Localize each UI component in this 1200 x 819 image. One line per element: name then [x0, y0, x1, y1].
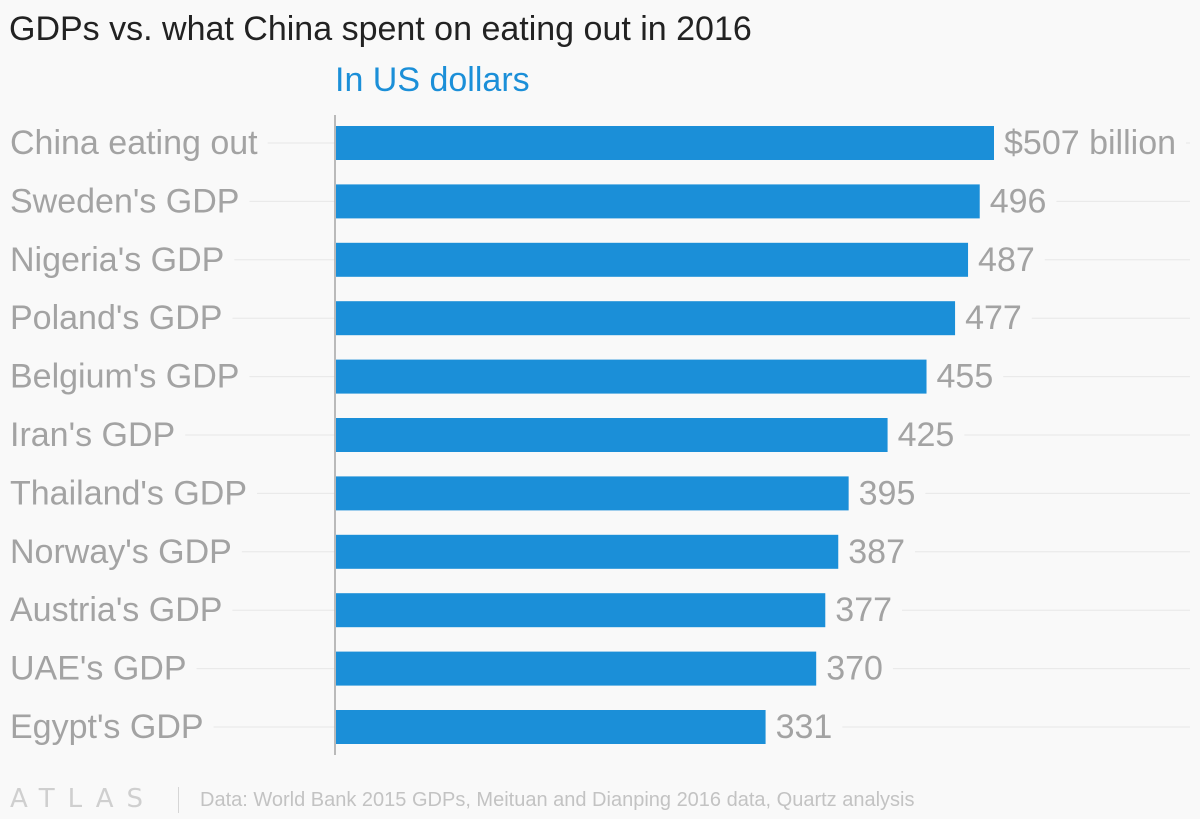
category-label: Nigeria's GDP: [10, 241, 224, 279]
bar: [336, 126, 994, 160]
category-label: UAE's GDP: [10, 650, 187, 688]
value-label: 496: [990, 182, 1047, 220]
bar: [336, 359, 927, 394]
bar: [336, 242, 969, 277]
category-label: Thailand's GDP: [10, 474, 247, 512]
footer-separator: [178, 787, 179, 813]
value-label: 377: [835, 591, 892, 629]
value-label: 331: [776, 708, 833, 746]
source-note: Data: World Bank 2015 GDPs, Meituan and …: [200, 789, 915, 811]
value-label: 455: [937, 358, 994, 396]
bar: [336, 418, 888, 452]
atlas-logo: ATLAS: [10, 784, 157, 814]
value-label: 477: [965, 299, 1022, 337]
value-label: 425: [898, 416, 955, 454]
bar: [336, 593, 826, 628]
bar: [336, 710, 766, 744]
category-label: Poland's GDP: [10, 299, 222, 337]
category-label: Austria's GDP: [10, 591, 222, 629]
category-label: Iran's GDP: [10, 416, 175, 454]
chart-title: GDPs vs. what China spent on eating out …: [9, 10, 752, 48]
value-label: 395: [859, 474, 916, 512]
bar: [336, 476, 849, 511]
chart-subtitle: In US dollars: [335, 61, 530, 99]
category-label: Belgium's GDP: [10, 358, 239, 396]
bar: [336, 651, 817, 686]
bar: [336, 184, 980, 219]
bar: [336, 534, 839, 569]
value-label: 387: [848, 533, 905, 571]
value-label: 487: [978, 241, 1035, 279]
category-label: Norway's GDP: [10, 533, 232, 571]
bar-chart: China eating out $507 billion Sweden's GDP…: [10, 115, 1190, 755]
category-label: China eating out: [10, 124, 258, 162]
value-label: 370: [826, 650, 883, 688]
value-label: $507 billion: [1004, 124, 1176, 162]
category-label: Sweden's GDP: [10, 182, 239, 220]
bar: [336, 301, 956, 336]
category-label: Egypt's GDP: [10, 708, 204, 746]
